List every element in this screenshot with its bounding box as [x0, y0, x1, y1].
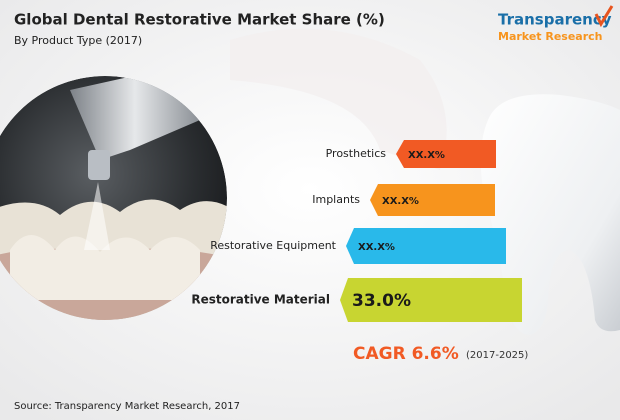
- photo: [0, 76, 227, 320]
- segment-bar: [340, 278, 522, 322]
- segment-value: 33.0%: [352, 291, 411, 311]
- bg-decoration: [230, 28, 447, 170]
- logo-line2: Market Research: [498, 30, 603, 43]
- segment-label: Implants: [312, 193, 360, 206]
- segment-label: Prosthetics: [326, 147, 387, 160]
- cagr-period: (2017-2025): [466, 350, 528, 361]
- tooth-illustration: [480, 94, 620, 336]
- segment-value: XX.X%: [382, 196, 419, 207]
- cagr: CAGR 6.6%: [353, 344, 459, 364]
- title: Global Dental Restorative Market Share (…: [14, 11, 385, 29]
- source: Source: Transparency Market Research, 20…: [14, 401, 240, 412]
- segment-label: Restorative Material: [191, 293, 330, 307]
- segment-bar: [396, 140, 496, 168]
- segment-label: Restorative Equipment: [210, 239, 336, 252]
- segment-value: XX.X%: [358, 242, 395, 253]
- segment-bar: [346, 228, 506, 264]
- subtitle: By Product Type (2017): [14, 34, 142, 47]
- segment-bar: [370, 184, 495, 216]
- logo-line1: Transparency: [498, 11, 612, 29]
- logo-check: [594, 5, 614, 28]
- segment-value: XX.X%: [408, 150, 445, 161]
